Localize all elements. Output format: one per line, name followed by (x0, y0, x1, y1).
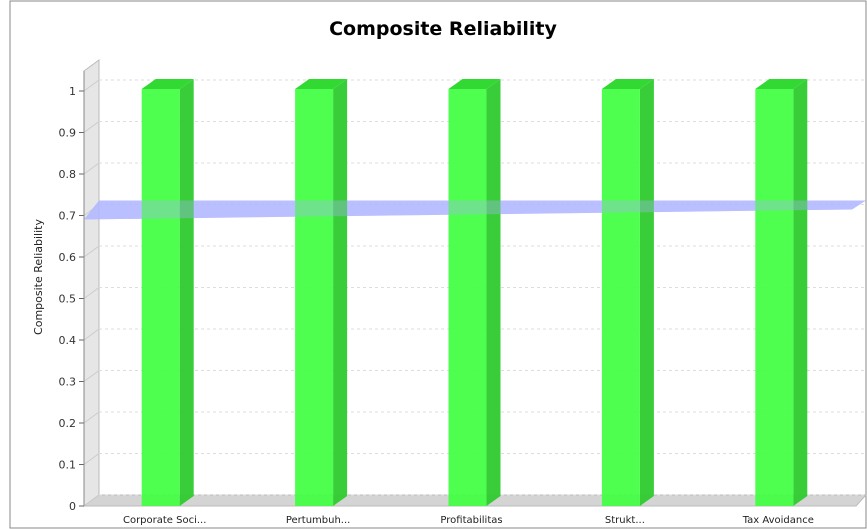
wall-grid-line (83, 79, 100, 92)
wall-grid-line (83, 328, 100, 341)
y-tick-label: 0.5 (59, 293, 77, 306)
bar-side (639, 79, 654, 506)
x-tick-label: Pertumbuh... (286, 515, 351, 526)
bar (755, 89, 794, 506)
wall-grid-line (83, 453, 100, 465)
y-tick-label: 0.1 (59, 459, 77, 472)
plot-area: 0 0.1 0.2 0.3 0.4 0.5 0.6 0.7 0.8 0.9 1 Corporate S… (59, 59, 867, 526)
bar-top (141, 79, 194, 89)
wall-grid-line (83, 121, 100, 133)
bar (601, 89, 640, 506)
y-axis-label: Composite Reliability (32, 219, 45, 335)
bar (295, 89, 334, 506)
bar-side (333, 79, 348, 506)
bar-side (179, 79, 194, 506)
y-tick-label: 0 (69, 500, 76, 513)
chart-title: Composite Reliability (329, 18, 557, 40)
y-tick-label: 0.6 (59, 251, 77, 264)
wall-grid-line (83, 287, 100, 299)
threshold-overlay (84, 200, 866, 220)
wall-grid-line (83, 494, 100, 507)
x-tick-label: Strukt... (605, 515, 645, 526)
x-tick-label: Profitabilitas (440, 515, 502, 526)
bar-top (295, 79, 348, 89)
wall-grid-line (83, 370, 100, 382)
bar-top (448, 79, 501, 89)
y-tick-label: 0.4 (59, 334, 77, 347)
bar-top (601, 79, 654, 89)
bar (448, 89, 487, 506)
wall-grid-line (83, 245, 100, 258)
bar-top (755, 79, 808, 89)
bar-side (793, 79, 808, 506)
x-tick-label: Corporate Soci... (123, 515, 206, 526)
wall-grid-line (83, 162, 100, 175)
x-tick-label: Tax Avoidance (742, 515, 814, 526)
y-tick-label: 0.9 (59, 127, 77, 140)
y-tick-label: 0.2 (59, 417, 77, 430)
wall-grid-line (83, 411, 100, 424)
y-tick-label: 1 (69, 85, 76, 98)
bar-side (486, 79, 501, 506)
y-tick-label: 0.7 (59, 210, 77, 223)
y-tick-label: 0.3 (59, 376, 77, 389)
y-tick-label: 0.8 (59, 168, 77, 181)
bar (141, 89, 180, 506)
